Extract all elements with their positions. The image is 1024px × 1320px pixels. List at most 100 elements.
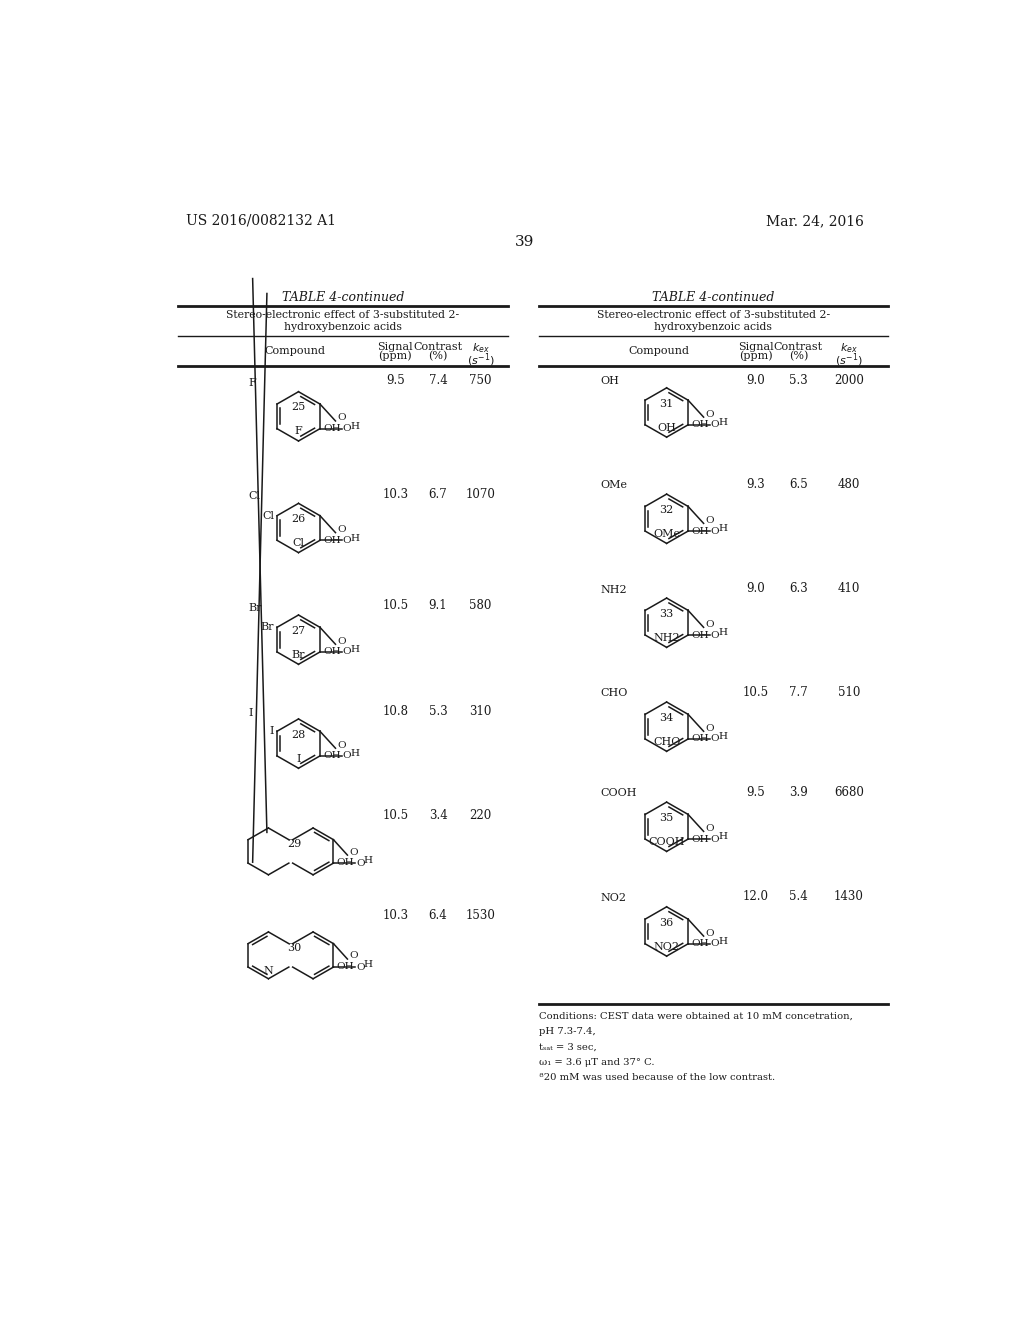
Text: (ppm): (ppm) — [379, 351, 413, 362]
Text: O: O — [342, 536, 351, 545]
Text: 9.5: 9.5 — [746, 785, 765, 799]
Text: (%): (%) — [788, 351, 808, 362]
Text: H: H — [718, 418, 727, 426]
Text: (%): (%) — [428, 351, 447, 362]
Text: Cl: Cl — [293, 539, 304, 548]
Text: 5.3: 5.3 — [790, 374, 808, 387]
Text: OH: OH — [691, 527, 709, 536]
Text: NH2: NH2 — [653, 632, 680, 643]
Text: 30: 30 — [288, 942, 302, 953]
Text: (ppm): (ppm) — [739, 351, 772, 362]
Text: H: H — [350, 533, 359, 543]
Text: 35: 35 — [659, 813, 674, 822]
Text: CHO: CHO — [601, 688, 628, 698]
Text: I: I — [269, 726, 274, 737]
Text: O: O — [356, 962, 365, 972]
Text: COOH: COOH — [601, 788, 637, 799]
Text: 1430: 1430 — [834, 890, 863, 903]
Text: Br: Br — [248, 603, 261, 614]
Text: Stereo-electronic effect of 3-substituted 2-: Stereo-electronic effect of 3-substitute… — [597, 310, 829, 319]
Text: O: O — [337, 413, 346, 422]
Text: H: H — [718, 524, 727, 533]
Text: Cl: Cl — [248, 491, 260, 502]
Text: Br: Br — [260, 622, 274, 632]
Text: OH: OH — [337, 962, 354, 972]
Text: hydroxybenzoic acids: hydroxybenzoic acids — [654, 322, 772, 331]
Text: 10.5: 10.5 — [742, 686, 769, 698]
Text: O: O — [349, 952, 357, 961]
Text: F: F — [248, 378, 256, 388]
Text: Compound: Compound — [264, 346, 326, 356]
Text: US 2016/0082132 A1: US 2016/0082132 A1 — [186, 214, 336, 228]
Text: TABLE 4-continued: TABLE 4-continued — [652, 290, 774, 304]
Text: 310: 310 — [469, 705, 492, 718]
Text: OH: OH — [691, 420, 709, 429]
Text: 1530: 1530 — [466, 909, 496, 923]
Text: F: F — [295, 426, 302, 437]
Text: Cl: Cl — [262, 511, 274, 520]
Text: tₛₐₜ = 3 sec,: tₛₐₜ = 3 sec, — [539, 1043, 597, 1051]
Text: 5.3: 5.3 — [429, 705, 447, 718]
Text: 3.4: 3.4 — [429, 809, 447, 822]
Text: N: N — [263, 966, 273, 975]
Text: Stereo-electronic effect of 3-substituted 2-: Stereo-electronic effect of 3-substitute… — [226, 310, 460, 319]
Text: 33: 33 — [659, 609, 674, 619]
Text: O: O — [706, 928, 714, 937]
Text: $k_{ex}$: $k_{ex}$ — [840, 342, 858, 355]
Text: O: O — [342, 751, 351, 760]
Text: 3.9: 3.9 — [790, 785, 808, 799]
Text: H: H — [718, 733, 727, 741]
Text: O: O — [356, 858, 365, 867]
Text: 1070: 1070 — [466, 488, 496, 502]
Text: CHO: CHO — [653, 737, 680, 747]
Text: NH2: NH2 — [601, 585, 628, 595]
Text: Br: Br — [292, 649, 305, 660]
Text: O: O — [337, 741, 346, 750]
Text: 10.5: 10.5 — [382, 809, 409, 822]
Text: O: O — [706, 409, 714, 418]
Text: 480: 480 — [838, 478, 860, 491]
Text: Signal: Signal — [738, 342, 773, 351]
Text: H: H — [364, 857, 373, 866]
Text: 7.4: 7.4 — [429, 374, 447, 387]
Text: 9.5: 9.5 — [386, 374, 404, 387]
Text: OH: OH — [691, 940, 709, 948]
Text: ª20 mM was used because of the low contrast.: ª20 mM was used because of the low contr… — [539, 1073, 775, 1082]
Text: O: O — [342, 424, 351, 433]
Text: I: I — [248, 708, 253, 718]
Text: OH: OH — [324, 751, 341, 760]
Text: 6.5: 6.5 — [790, 478, 808, 491]
Text: NO2: NO2 — [653, 941, 680, 952]
Text: 9.0: 9.0 — [746, 582, 765, 595]
Text: 220: 220 — [469, 809, 492, 822]
Text: 28: 28 — [292, 730, 305, 739]
Text: 32: 32 — [659, 506, 674, 515]
Text: Signal: Signal — [378, 342, 414, 351]
Text: 410: 410 — [838, 582, 860, 595]
Text: OH: OH — [657, 422, 676, 433]
Text: 2000: 2000 — [834, 374, 863, 387]
Text: 10.8: 10.8 — [382, 705, 409, 718]
Text: Contrast: Contrast — [774, 342, 823, 351]
Text: H: H — [718, 833, 727, 841]
Text: 31: 31 — [659, 399, 674, 409]
Text: COOH: COOH — [648, 837, 685, 847]
Text: OH: OH — [337, 858, 354, 867]
Text: O: O — [706, 516, 714, 525]
Text: O: O — [342, 648, 351, 656]
Text: OH: OH — [324, 424, 341, 433]
Text: Compound: Compound — [629, 346, 689, 356]
Text: O: O — [711, 834, 719, 843]
Text: 510: 510 — [838, 686, 860, 698]
Text: O: O — [706, 824, 714, 833]
Text: 10.3: 10.3 — [382, 488, 409, 502]
Text: 34: 34 — [659, 713, 674, 723]
Text: O: O — [711, 527, 719, 536]
Text: O: O — [706, 723, 714, 733]
Text: 26: 26 — [292, 515, 305, 524]
Text: O: O — [337, 636, 346, 645]
Text: 29: 29 — [288, 838, 302, 849]
Text: Mar. 24, 2016: Mar. 24, 2016 — [766, 214, 864, 228]
Text: ω₁ = 3.6 μT and 37° C.: ω₁ = 3.6 μT and 37° C. — [539, 1057, 654, 1067]
Text: 750: 750 — [469, 374, 492, 387]
